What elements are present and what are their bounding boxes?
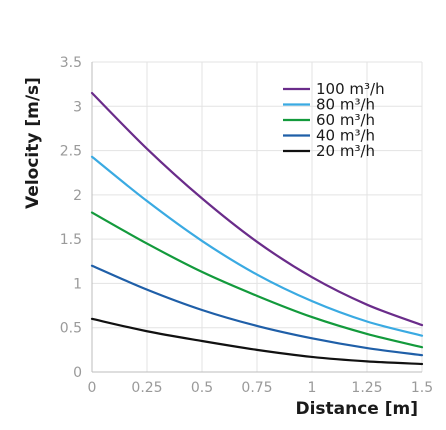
y-tick-label: 3.5	[60, 55, 82, 71]
series-line-4	[90, 317, 424, 366]
x-tick-label: 0	[88, 380, 97, 396]
x-tick-label: 0.5	[191, 380, 213, 396]
legend-label: 80 m³/h	[316, 96, 375, 114]
x-axis-title: Distance [m]	[295, 399, 418, 419]
y-tick-label: 2	[73, 188, 82, 204]
y-tick-label: 0	[73, 365, 82, 381]
series-line-3	[90, 264, 424, 357]
y-tick-label: 1	[73, 276, 82, 292]
y-axis-title: Velocity [m/s]	[23, 77, 43, 209]
x-tick-label: 1.5	[411, 380, 433, 396]
y-tick-label: 3	[73, 99, 82, 115]
x-tick-label: 1.25	[351, 380, 382, 396]
series-line-1	[90, 155, 424, 337]
series-line-0	[90, 91, 424, 327]
legend-label: 20 m³/h	[316, 142, 375, 160]
y-tick-label: 1.5	[60, 232, 82, 248]
legend-label: 60 m³/h	[316, 111, 375, 129]
x-tick-label: 0.25	[131, 380, 162, 396]
series-lines	[90, 91, 424, 366]
x-tick-label: 1	[308, 380, 317, 396]
axes: 0 0.25 0.5 0.75 1 1.25 1.5 0 0.5 1 1.5 2 2.5 3 3.5	[60, 55, 433, 396]
x-tick-label: 0.75	[241, 380, 272, 396]
legend-label: 40 m³/h	[316, 127, 375, 145]
legend: 100 m³/h80 m³/h60 m³/h40 m³/h20 m³/h	[283, 80, 385, 160]
y-tick-label: 2.5	[60, 144, 82, 160]
grid	[91, 61, 423, 373]
legend-label: 100 m³/h	[316, 80, 385, 98]
y-tick-label: 0.5	[60, 321, 82, 337]
series-line-2	[90, 211, 424, 349]
